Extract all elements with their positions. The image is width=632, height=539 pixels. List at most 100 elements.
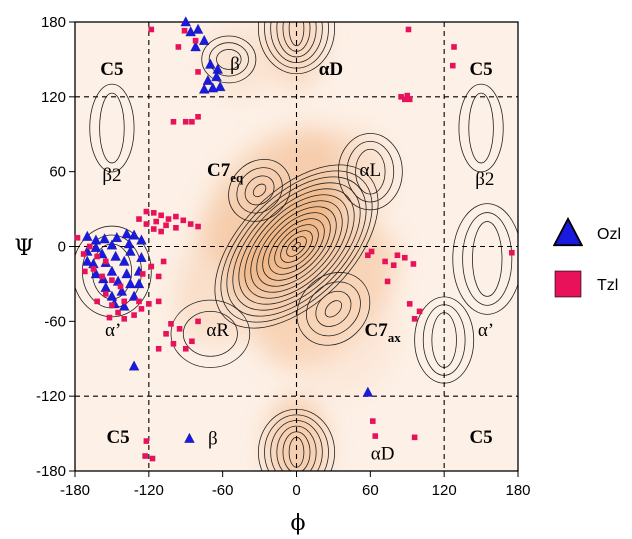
point-ozl	[192, 23, 204, 34]
contour-line	[346, 140, 395, 203]
contour-line	[306, 281, 361, 337]
point-tzl	[138, 306, 145, 312]
contour-line	[288, 22, 305, 47]
y-tick-label: -180	[36, 463, 66, 480]
point-tzl	[192, 37, 199, 44]
point-ozl	[116, 285, 127, 296]
point-tzl	[449, 62, 456, 69]
point-ozl	[205, 58, 216, 69]
contour-line	[458, 83, 504, 173]
contour-line	[170, 299, 251, 368]
region-label: αD	[371, 443, 395, 464]
point-tzl	[74, 234, 81, 241]
point-ozl	[128, 290, 140, 301]
legend-label-tzl: Tzl	[597, 277, 618, 294]
point-ozl	[119, 255, 130, 266]
contour-line	[324, 300, 343, 318]
point-tzl	[401, 254, 408, 261]
y-tick-label: -120	[36, 388, 66, 405]
point-ozl	[128, 360, 140, 371]
point-ozl	[190, 41, 201, 52]
data-points	[74, 16, 515, 462]
legend: Ozl Tzl	[553, 217, 621, 298]
point-tzl	[153, 218, 160, 225]
point-tzl	[80, 251, 87, 257]
region-label: β2	[102, 165, 121, 186]
point-ozl	[199, 83, 210, 94]
point-ozl	[212, 63, 223, 74]
region-label: α’	[105, 320, 121, 341]
point-ozl	[180, 16, 191, 27]
contour-line	[262, 212, 331, 281]
point-ozl	[184, 432, 195, 443]
point-ozl	[90, 242, 102, 252]
point-tzl	[195, 113, 201, 120]
point-ozl	[211, 71, 222, 82]
point-tzl	[99, 273, 105, 280]
point-tzl	[160, 258, 167, 265]
y-tick-label: 60	[49, 164, 66, 181]
point-tzl	[410, 261, 417, 267]
x-tick-label: -180	[60, 482, 90, 499]
region-label: C5	[469, 59, 492, 80]
point-tzl	[136, 216, 142, 222]
y-tick-label: -60	[44, 313, 66, 330]
point-ozl	[82, 255, 93, 266]
region-label: C5	[100, 59, 123, 80]
contour-line	[228, 158, 291, 222]
point-tzl	[102, 291, 109, 297]
point-tzl	[369, 418, 376, 424]
contour-line	[208, 42, 249, 77]
contour-line	[268, 218, 325, 275]
point-tzl	[102, 258, 109, 265]
y-tick-label: 120	[41, 89, 66, 106]
point-tzl	[176, 326, 183, 332]
point-tzl	[90, 266, 97, 272]
legend-label-ozl: Ozl	[597, 226, 621, 243]
point-tzl	[163, 222, 169, 229]
point-tzl	[195, 223, 201, 230]
contour-line	[244, 194, 349, 299]
point-ozl	[202, 74, 214, 85]
region-label: α’	[478, 320, 494, 341]
point-tzl	[382, 258, 388, 265]
point-ozl	[106, 265, 118, 276]
point-ozl	[128, 229, 140, 240]
point-tzl	[406, 96, 413, 103]
contour-line	[99, 92, 125, 164]
point-tzl	[143, 438, 150, 444]
point-tzl	[148, 26, 155, 33]
point-ozl	[123, 238, 135, 249]
point-tzl	[390, 262, 397, 269]
contour-line	[452, 203, 518, 315]
point-tzl	[406, 301, 413, 307]
point-ozl	[133, 278, 145, 289]
point-tzl	[158, 228, 164, 235]
point-tzl	[416, 308, 423, 315]
point-tzl	[195, 69, 201, 75]
point-ozl	[199, 34, 210, 45]
point-tzl	[155, 345, 162, 352]
point-tzl	[195, 318, 201, 325]
contour-line	[244, 175, 275, 206]
shading-blob	[269, 22, 324, 91]
point-tzl	[182, 345, 189, 352]
point-tzl	[136, 298, 142, 305]
contour-line	[226, 176, 367, 317]
x-axis-title: ϕ	[291, 511, 306, 536]
point-tzl	[394, 252, 401, 259]
point-ozl	[121, 268, 132, 279]
contour-line	[236, 167, 283, 214]
point-tzl	[182, 118, 189, 125]
point-ozl	[362, 386, 374, 397]
point-tzl	[94, 253, 100, 260]
point-tzl	[384, 278, 391, 285]
energy-contours	[75, 22, 518, 471]
x-tick-label: -120	[134, 482, 164, 499]
contour-line	[276, 22, 317, 58]
y-tick-label: 0	[58, 239, 66, 256]
legend-entry-tzl: Tzl	[554, 270, 618, 298]
point-tzl	[173, 213, 179, 220]
contour-line	[468, 92, 494, 164]
